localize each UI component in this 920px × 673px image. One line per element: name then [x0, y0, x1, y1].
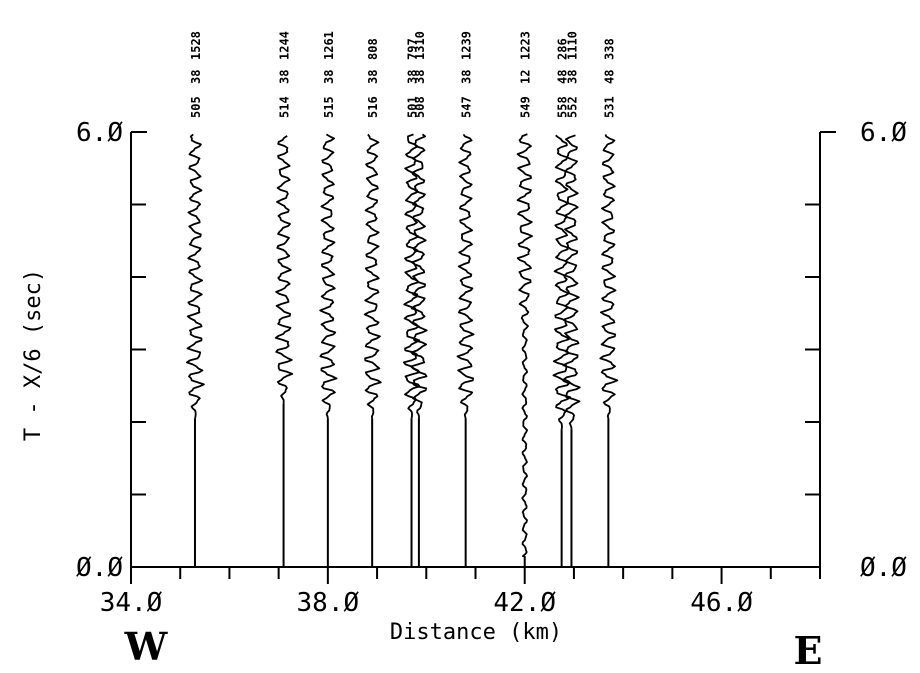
y-tick-label-right: 6.Ø: [860, 118, 907, 148]
trace-station-label: 547: [460, 96, 474, 118]
x-tick-label: 46.Ø: [690, 588, 753, 618]
trace-id-label: 808: [366, 38, 380, 60]
trace-station-label: 501: [406, 96, 420, 118]
trace-id-label: 1223: [519, 31, 533, 60]
trace-header: 501 38 797: [406, 38, 420, 118]
trace-id-label: 286: [556, 38, 570, 60]
trace-channel-label: 12: [519, 70, 533, 84]
trace-id-label: 1310: [413, 31, 427, 60]
east-direction-label: E: [794, 628, 823, 673]
west-direction-label: W: [124, 624, 169, 669]
x-axis-label: Distance (km): [390, 620, 562, 645]
seismic-trace: [562, 134, 581, 430]
x-tick-label: 34.Ø: [100, 588, 163, 618]
trace-channel-label: 48: [556, 70, 570, 84]
trace-header: 558 48 286: [556, 38, 570, 118]
trace-id-label: 797: [406, 38, 420, 60]
trace-station-label: 549: [519, 96, 533, 118]
trace-id-label: 1261: [322, 31, 336, 60]
y-tick-label-left: 6.Ø: [76, 118, 123, 148]
x-tick-label: 42.Ø: [493, 588, 556, 618]
trace-station-label: 508: [413, 96, 427, 118]
seismic-trace: [403, 133, 421, 419]
trace-header: 547 38 1239: [460, 31, 474, 118]
seismic-trace: [274, 135, 294, 404]
axes: 34.Ø 38.Ø 42.Ø 46.Ø Ø.Ø Ø.Ø 6.Ø 6.Ø: [76, 118, 907, 618]
trace-channel-label: 38: [189, 70, 203, 84]
trace-header: 514 38 1244: [278, 31, 292, 118]
seismic-trace: [516, 133, 533, 557]
y-axis-label: T - X/6 (sec): [21, 269, 46, 441]
seismic-trace: [186, 133, 205, 419]
trace-header: 531 48 338: [602, 38, 616, 118]
trace-id-label: 338: [602, 38, 616, 60]
seismic-trace: [363, 133, 382, 419]
trace-station-label: 516: [366, 96, 380, 118]
y-tick-label-right: Ø.Ø: [860, 553, 907, 583]
seismic-traces: [186, 133, 619, 567]
seismic-trace: [456, 133, 475, 419]
trace-station-label: 515: [322, 96, 336, 118]
trace-channel-label: 38: [460, 70, 474, 84]
seismic-trace: [552, 134, 572, 430]
trace-header: 505 38 1528: [189, 31, 203, 118]
trace-station-label: 558: [556, 96, 570, 118]
trace-station-label: 514: [278, 96, 292, 118]
trace-header: 552 38 1110: [566, 31, 580, 118]
trace-station-label: 505: [189, 96, 203, 118]
trace-channel-label: 38: [278, 70, 292, 84]
trace-headers: 505 38 1528 514 38 1244 515 38 1261 516 38 808 501 38…: [189, 31, 616, 118]
trace-station-label: 531: [602, 96, 616, 118]
trace-id-label: 1528: [189, 31, 203, 60]
trace-channel-label: 38: [406, 70, 420, 84]
trace-id-label: 1239: [460, 31, 474, 60]
seismic-trace: [599, 134, 619, 419]
trace-header: 508 38 1310: [413, 31, 427, 118]
trace-channel-label: 38: [366, 70, 380, 84]
x-tick-label: 38.Ø: [297, 588, 360, 618]
y-tick-label-left: Ø.Ø: [76, 553, 123, 583]
trace-header: 515 38 1261: [322, 31, 336, 118]
trace-id-label: 1244: [278, 31, 292, 60]
seismic-trace: [410, 133, 428, 419]
seismic-trace: [319, 133, 338, 419]
trace-header: 549 12 1223: [519, 31, 533, 118]
trace-station-label: 552: [566, 96, 580, 118]
trace-channel-label: 38: [413, 70, 427, 84]
trace-id-label: 1110: [566, 31, 580, 60]
trace-header: 516 38 808: [366, 38, 380, 118]
trace-channel-label: 38: [322, 70, 336, 84]
trace-channel-label: 48: [602, 70, 616, 84]
trace-channel-label: 38: [566, 70, 580, 84]
